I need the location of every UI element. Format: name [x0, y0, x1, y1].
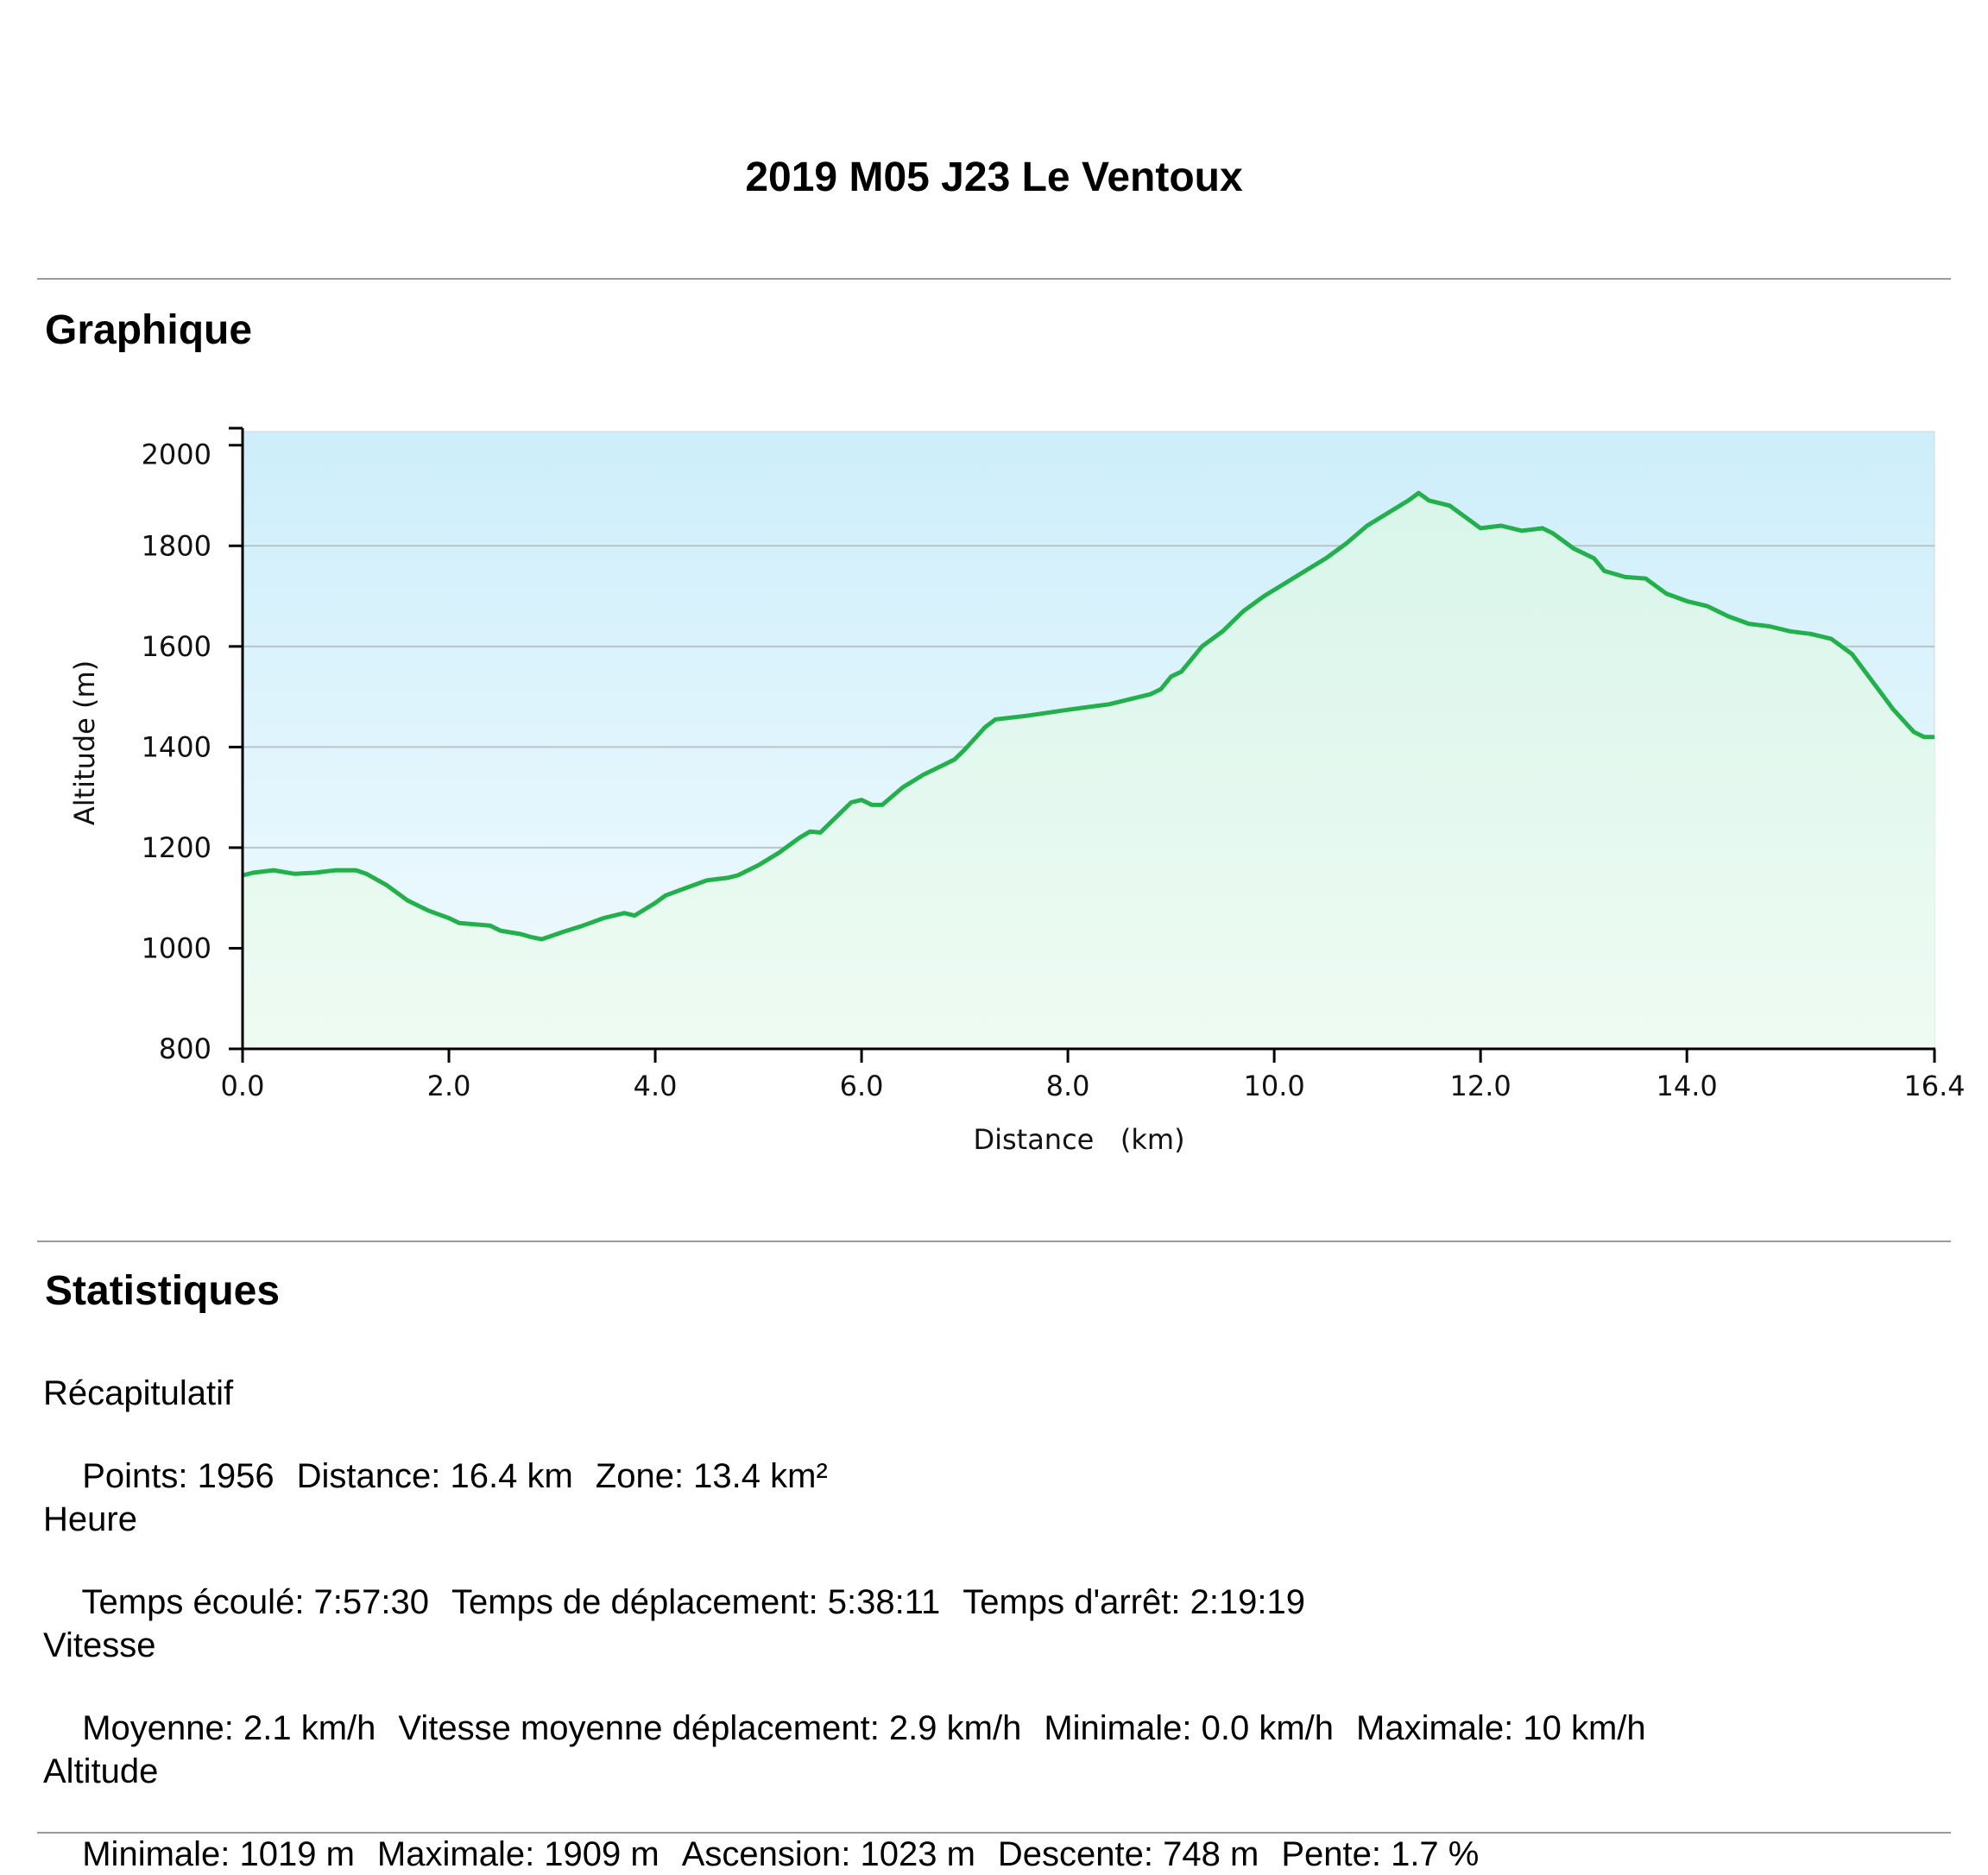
- x-tick-label: 14.0: [1657, 1070, 1718, 1102]
- altitude-values: Minimale: 1019 m Maximale: 1909 m Ascensio…: [63, 1792, 1501, 1875]
- points-value: Points: 1956: [82, 1457, 275, 1495]
- x-axis-label: Distance (km): [973, 1123, 1184, 1156]
- summary-label: Récapitulatif: [43, 1374, 234, 1412]
- x-tick-label: 2.0: [427, 1070, 471, 1102]
- y-tick-labels: 2000 1800 1600 1400 1200 1000 800: [142, 439, 211, 1065]
- x-tick-label: 12.0: [1450, 1070, 1512, 1102]
- y-axis-label: Altitude (m): [68, 660, 101, 825]
- elevation-area: [243, 493, 1934, 1049]
- altitude-label: Altitude: [43, 1752, 159, 1790]
- min-altitude-value: Minimale: 1019 m: [82, 1835, 355, 1873]
- elevation-line: [242, 490, 1934, 942]
- time-values: Temps écoulé: 7:57:30 Temps de déplacemen…: [63, 1540, 1328, 1623]
- divider: [37, 1241, 1951, 1242]
- y-tick-label: 1200: [142, 831, 211, 864]
- y-tick-label: 1800: [142, 529, 211, 562]
- ascent-value: Ascension: 1023 m: [681, 1835, 975, 1873]
- divider: [37, 278, 1951, 280]
- max-altitude-value: Maximale: 1909 m: [376, 1835, 660, 1873]
- max-speed-value: Maximale: 10 km/h: [1356, 1709, 1646, 1747]
- y-tick-label: 800: [159, 1032, 211, 1065]
- divider: [37, 1832, 1951, 1834]
- speed-values: Moyenne: 2.1 km/h Vitesse moyenne déplace…: [63, 1666, 1669, 1749]
- x-tick-label: 4.0: [634, 1070, 678, 1102]
- summary-values: Points: 1956 Distance: 16.4 km Zone: 13.4 …: [63, 1414, 850, 1497]
- x-tick-label: 8.0: [1046, 1070, 1090, 1102]
- moving-speed-value: Vitesse moyenne déplacement: 2.9 km/h: [398, 1709, 1022, 1747]
- y-tick-label: 1000: [142, 931, 211, 964]
- descent-value: Descente: 748 m: [997, 1835, 1259, 1873]
- elapsed-time-value: Temps écoulé: 7:57:30: [81, 1583, 429, 1621]
- stats-heading: Statistiques: [45, 1268, 281, 1314]
- distance-value: Distance: 16.4 km: [296, 1457, 573, 1495]
- x-tick-label: 16.4: [1903, 1070, 1965, 1102]
- speed-label: Vitesse: [43, 1626, 156, 1664]
- y-tick-label: 2000: [142, 439, 211, 471]
- zone-value: Zone: 13.4 km²: [595, 1457, 828, 1495]
- x-tick-label: 10.0: [1243, 1070, 1304, 1102]
- x-tick-label: 0.0: [221, 1070, 265, 1102]
- time-label: Heure: [43, 1500, 137, 1538]
- y-tick-label: 1600: [142, 630, 211, 663]
- graph-heading: Graphique: [45, 307, 253, 353]
- x-tick-labels: 0.0 2.0 4.0 6.0 8.0 10.0 12.0 14.0 16.4: [221, 1070, 1966, 1102]
- moving-time-value: Temps de déplacement: 5:38:11: [451, 1583, 941, 1621]
- elevation-chart: 2000 1800 1600 1400 1200 1000 800 0.0 2.0 4.0 6.0…: [68, 426, 1966, 1156]
- page-title: 2019 M05 J23 Le Ventoux: [745, 155, 1243, 200]
- y-tick-label: 1400: [142, 730, 211, 763]
- average-speed-value: Moyenne: 2.1 km/h: [82, 1709, 376, 1747]
- min-speed-value: Minimale: 0.0 km/h: [1044, 1709, 1334, 1747]
- slope-value: Pente: 1.7 %: [1281, 1835, 1480, 1873]
- x-tick-label: 6.0: [840, 1070, 884, 1102]
- axes: [229, 426, 1936, 1063]
- stopped-time-value: Temps d'arrêt: 2:19:19: [962, 1583, 1306, 1621]
